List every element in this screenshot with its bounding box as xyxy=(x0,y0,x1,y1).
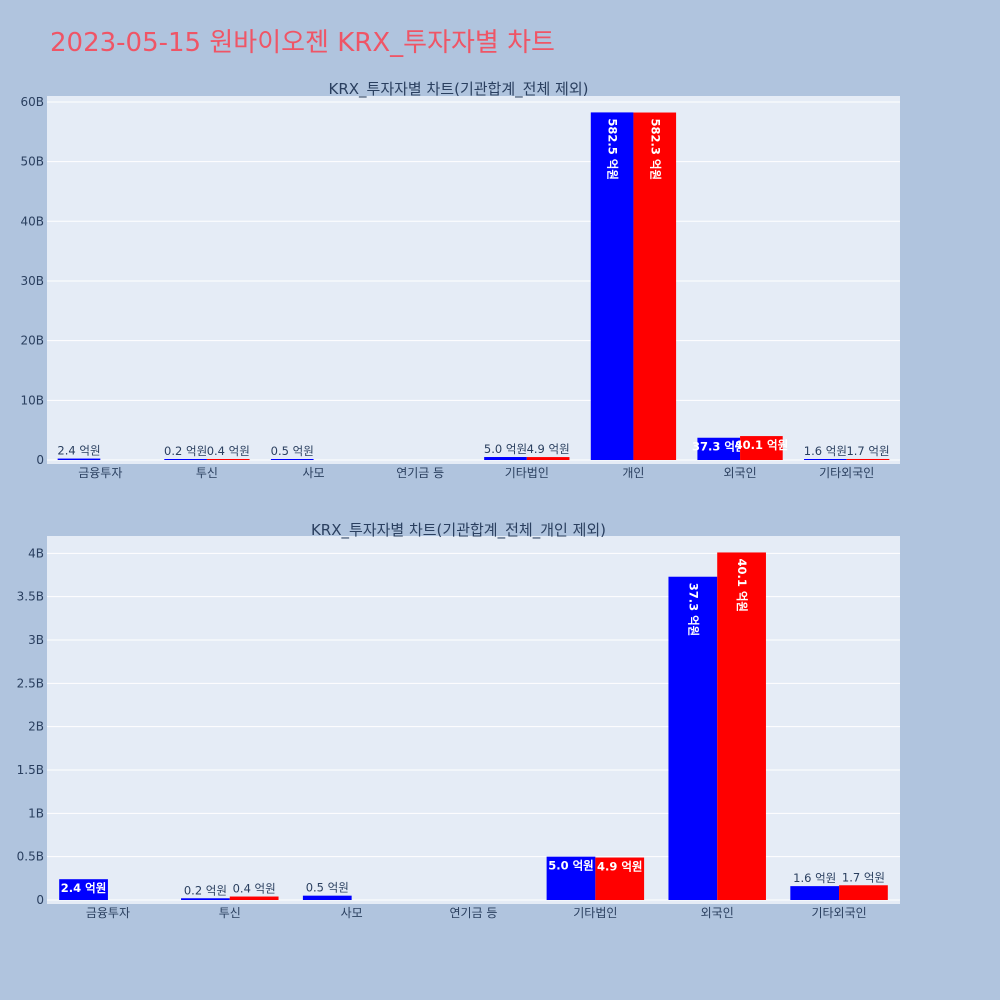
data-label: 2.4 억원 xyxy=(57,444,100,458)
chart-top: KRX_투자자별 차트(기관합계_전체 제외) 0 10B 20B 30B 40B 50B 6… xyxy=(20,80,900,480)
bar xyxy=(206,459,250,460)
chart-subtitle: KRX_투자자별 차트(기관합계_전체_개인 제외) xyxy=(311,521,606,540)
y-tick-label: 1.5B xyxy=(17,763,44,777)
x-tick-label: 사모 xyxy=(341,906,363,920)
data-label: 5.0 억원 xyxy=(548,859,594,873)
bar xyxy=(526,457,570,460)
x-tick-label: 연기금 등 xyxy=(396,466,444,480)
bar xyxy=(229,896,279,900)
bar xyxy=(59,879,108,900)
y-tick-label: 1B xyxy=(28,806,44,820)
bar xyxy=(595,857,645,900)
data-label: 1.7 억원 xyxy=(846,444,889,458)
bar xyxy=(590,112,634,460)
y-tick-label: 3.5B xyxy=(17,590,44,604)
data-label: 5.0 억원 xyxy=(484,442,527,456)
x-tick-label: 외국인 xyxy=(724,466,757,480)
data-label: 1.6 억원 xyxy=(804,444,847,458)
bar xyxy=(546,856,596,900)
y-tick-label: 0 xyxy=(36,453,44,467)
y-tick-label: 2.5B xyxy=(17,676,44,690)
y-tick-label: 2B xyxy=(28,720,44,734)
y-tick-label: 20B xyxy=(20,334,44,348)
bar xyxy=(302,895,352,900)
x-tick-label: 외국인 xyxy=(701,906,734,920)
bar xyxy=(846,458,890,460)
x-tick-label: 기타외국인 xyxy=(811,906,866,920)
bar xyxy=(164,459,207,460)
data-label: 1.7 억원 xyxy=(842,870,885,884)
data-label: 40.1 억원 xyxy=(735,438,789,452)
data-label: 2.4 억원 xyxy=(61,881,107,895)
bar xyxy=(270,459,314,460)
x-tick-label: 금융투자 xyxy=(78,466,122,480)
plot-area xyxy=(47,536,900,904)
x-tick-label: 개인 xyxy=(622,466,644,480)
data-label: 0.2 억원 xyxy=(184,883,227,897)
y-tick-label: 60B xyxy=(20,95,44,109)
bar xyxy=(839,885,888,900)
bar xyxy=(668,576,718,900)
bar xyxy=(181,898,230,900)
y-tick-label: 40B xyxy=(20,214,44,228)
data-label: 582.5 억원 xyxy=(606,118,620,180)
bar xyxy=(633,112,677,461)
y-tick-label: 3B xyxy=(28,633,44,647)
y-tick-label: 30B xyxy=(20,274,44,288)
data-label: 4.9 억원 xyxy=(597,860,643,874)
bar xyxy=(484,457,527,460)
data-label: 4.9 억원 xyxy=(527,442,570,456)
y-tick-label: 10B xyxy=(20,393,44,407)
x-tick-label: 기타법인 xyxy=(573,906,617,920)
chart-subtitle: KRX_투자자별 차트(기관합계_전체 제외) xyxy=(329,80,589,99)
x-tick-label: 연기금 등 xyxy=(450,906,498,920)
main-title: 2023-05-15 원바이오젠 KRX_투자자별 차트 xyxy=(50,28,555,58)
data-label: 37.3 억원 xyxy=(686,583,700,637)
bar xyxy=(57,458,101,460)
plot-area xyxy=(47,96,900,464)
data-label: 0.5 억원 xyxy=(306,881,349,895)
bar xyxy=(790,886,840,900)
bar xyxy=(717,552,766,900)
data-label: 582.3 억원 xyxy=(648,119,662,181)
x-tick-label: 투신 xyxy=(196,466,218,480)
data-label: 1.6 억원 xyxy=(793,871,836,885)
y-tick-label: 0.5B xyxy=(17,850,44,864)
y-tick-label: 4B xyxy=(28,546,44,560)
data-label: 37.3 억원 xyxy=(692,440,746,454)
data-label: 0.2 억원 xyxy=(164,444,207,458)
data-label: 0.5 억원 xyxy=(271,444,314,458)
y-tick-label: 50B xyxy=(20,155,44,169)
bar xyxy=(697,437,741,460)
x-tick-label: 금융투자 xyxy=(86,906,130,920)
x-tick-label: 사모 xyxy=(303,466,325,480)
data-label: 0.4 억원 xyxy=(233,882,276,896)
data-label: 40.1 억원 xyxy=(735,558,749,612)
y-tick-label: 0 xyxy=(36,893,44,907)
x-tick-label: 기타외국인 xyxy=(819,466,874,480)
x-tick-label: 기타법인 xyxy=(505,466,549,480)
bar xyxy=(740,436,783,460)
chart-bottom: KRX_투자자별 차트(기관합계_전체_개인 제외) 0 0.5B 1B 1.5B 2B 2… xyxy=(17,521,900,920)
data-label: 0.4 억원 xyxy=(207,444,250,458)
x-tick-label: 투신 xyxy=(219,906,241,920)
bar xyxy=(804,459,847,460)
